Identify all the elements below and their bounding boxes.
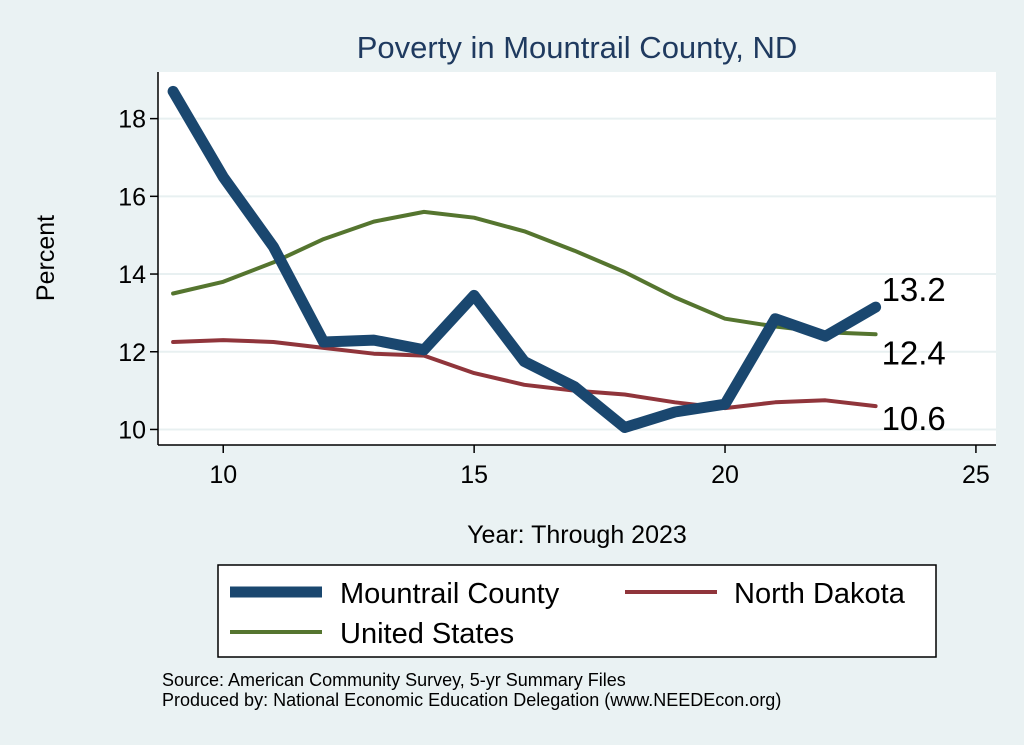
ytick-label-10: 10	[118, 416, 146, 444]
source-line: Source: American Community Survey, 5-yr …	[162, 670, 626, 690]
series-line-north-dakota	[171, 338, 878, 411]
axes: 10 12 14 16 18 10 15 20 25	[118, 72, 996, 489]
x-axis-label: Year: Through 2023	[467, 521, 687, 549]
ytick-label-14: 14	[118, 261, 146, 289]
source-note: Source: American Community Survey, 5-yr …	[162, 670, 781, 710]
end-label-united-states: 12.4	[882, 334, 946, 371]
xtick-label-25: 25	[962, 461, 990, 489]
legend-label-north-dakota: North Dakota	[734, 578, 906, 610]
grid-lines	[158, 117, 996, 431]
series-layer	[167, 85, 882, 433]
legend-label-united-states: United States	[340, 618, 514, 650]
chart-title: Poverty in Mountrail County, ND	[357, 30, 797, 65]
y-axis-label: Percent	[32, 215, 60, 301]
xtick-label-10: 10	[209, 461, 237, 489]
series-line-united-states	[171, 209, 878, 337]
xtick-label-20: 20	[711, 461, 739, 489]
ytick-label-18: 18	[118, 106, 146, 134]
end-label-mountrail: 13.2	[882, 271, 946, 308]
xtick-label-15: 15	[460, 461, 488, 489]
legend-label-mountrail: Mountrail County	[340, 578, 560, 610]
legend: Mountrail County North Dakota United Sta…	[217, 564, 937, 658]
legend-box	[217, 564, 937, 658]
producer-line: Produced by: National Economic Education…	[162, 690, 782, 710]
end-labels: 13.2 10.6 12.4	[882, 271, 946, 437]
series-line-mountrail	[167, 85, 882, 433]
ytick-label-16: 16	[118, 183, 146, 211]
ytick-label-12: 12	[118, 339, 146, 367]
end-label-north-dakota: 10.6	[882, 400, 946, 437]
